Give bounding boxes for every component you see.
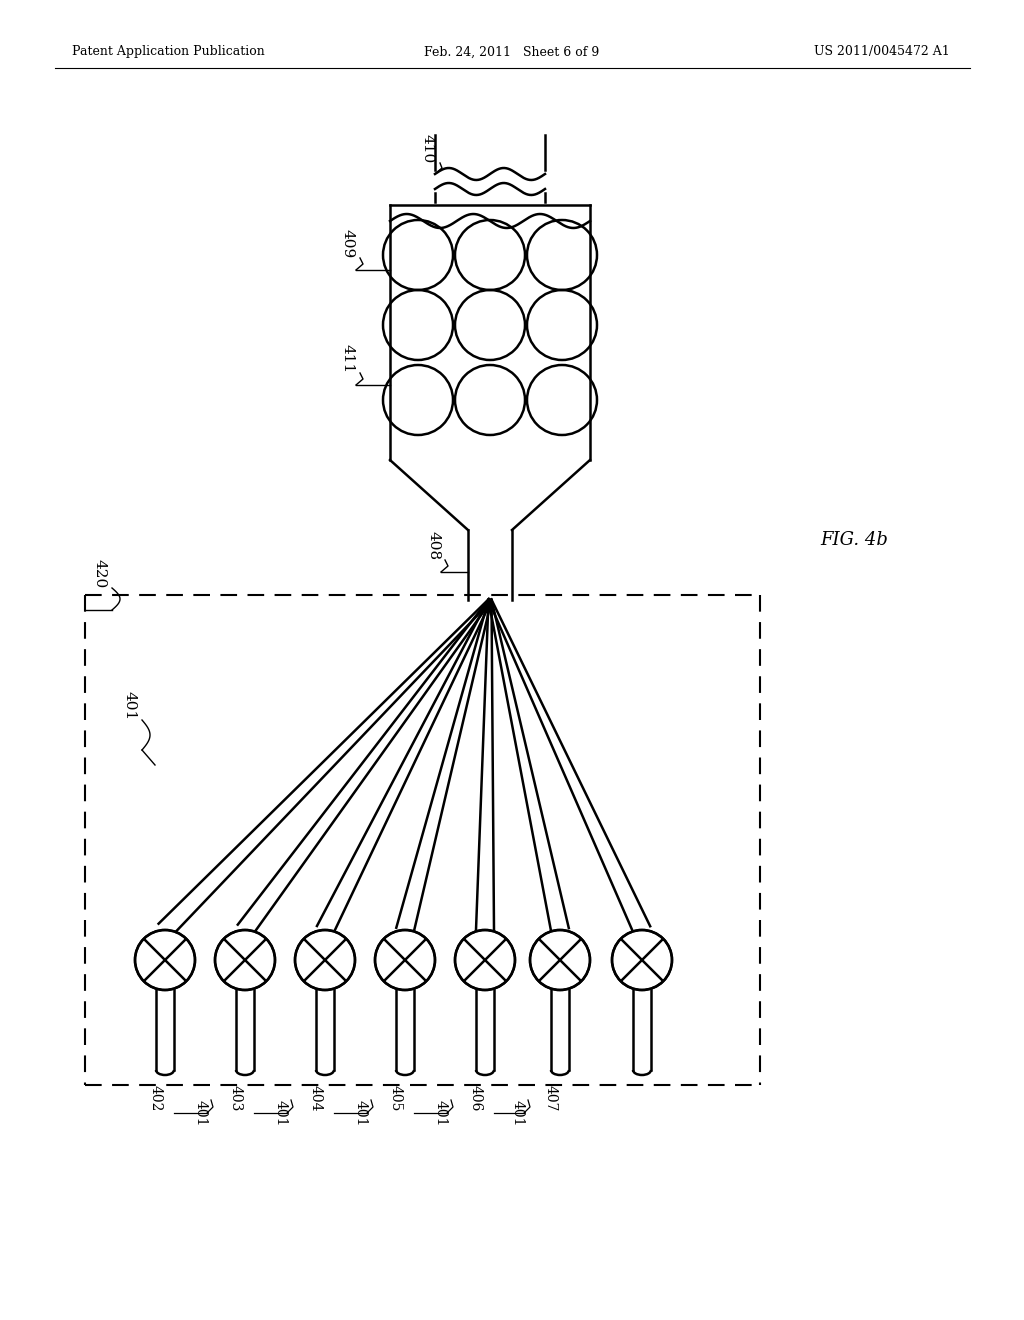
Text: 401: 401 <box>123 690 137 719</box>
Text: 401: 401 <box>194 1100 208 1126</box>
Text: 407: 407 <box>544 1085 558 1111</box>
Text: 402: 402 <box>150 1085 163 1111</box>
Text: Feb. 24, 2011   Sheet 6 of 9: Feb. 24, 2011 Sheet 6 of 9 <box>424 45 600 58</box>
Text: 408: 408 <box>426 531 440 560</box>
Text: 401: 401 <box>434 1100 449 1126</box>
Text: 401: 401 <box>274 1100 288 1126</box>
Text: Patent Application Publication: Patent Application Publication <box>72 45 265 58</box>
Circle shape <box>135 931 195 990</box>
Text: 420: 420 <box>93 558 106 587</box>
Text: 410: 410 <box>421 133 435 162</box>
Circle shape <box>455 931 515 990</box>
Circle shape <box>612 931 672 990</box>
Text: 409: 409 <box>341 228 355 257</box>
Circle shape <box>375 931 435 990</box>
Text: FIG. 4b: FIG. 4b <box>820 531 888 549</box>
Circle shape <box>215 931 275 990</box>
Text: 405: 405 <box>389 1085 403 1111</box>
Text: 401: 401 <box>354 1100 368 1126</box>
Text: 404: 404 <box>309 1085 323 1111</box>
Text: US 2011/0045472 A1: US 2011/0045472 A1 <box>814 45 950 58</box>
Circle shape <box>295 931 355 990</box>
Text: 411: 411 <box>341 343 355 374</box>
Circle shape <box>530 931 590 990</box>
Text: 401: 401 <box>511 1100 525 1126</box>
Text: 403: 403 <box>229 1085 243 1111</box>
Text: 406: 406 <box>469 1085 483 1111</box>
